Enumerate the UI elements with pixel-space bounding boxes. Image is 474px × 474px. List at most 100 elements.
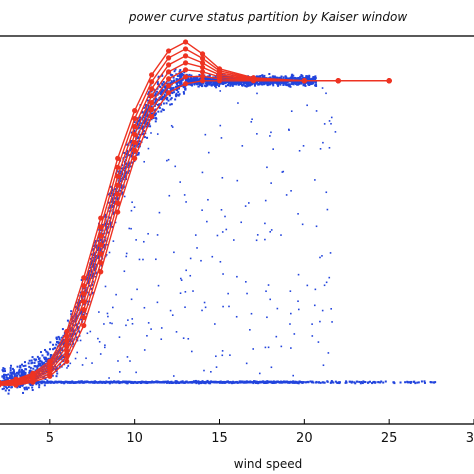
scatter-point <box>179 82 182 85</box>
boundary-curves-layer <box>0 39 392 388</box>
scatter-point <box>256 234 259 236</box>
scatter-point <box>142 116 145 119</box>
scatter-point <box>11 377 14 380</box>
scatter-point <box>44 360 47 363</box>
boundary-marker <box>166 69 172 75</box>
scatter-point <box>184 291 187 293</box>
scatter-point <box>106 226 109 229</box>
scatter-point <box>220 82 223 85</box>
scatter-point <box>244 205 247 207</box>
scatter-point <box>248 202 250 204</box>
boundary-marker <box>199 73 206 79</box>
scatter-point <box>176 75 179 78</box>
scatter-point <box>219 82 222 85</box>
scatter-point <box>367 381 370 384</box>
scatter-point <box>255 380 258 383</box>
scatter-point <box>34 379 37 382</box>
scatter-point <box>144 381 147 384</box>
scatter-point <box>218 381 221 384</box>
scatter-point <box>76 301 79 304</box>
scatter-point <box>141 127 144 130</box>
scatter-point <box>274 76 277 79</box>
scatter-point <box>60 342 63 345</box>
scatter-point <box>207 381 210 384</box>
scatter-point <box>46 360 49 363</box>
scatter-point <box>157 110 160 113</box>
scatter-point <box>215 86 218 89</box>
scatter-point <box>103 244 106 247</box>
scatter-point <box>173 80 176 83</box>
boundary-marker <box>98 251 104 257</box>
scatter-point <box>136 140 139 142</box>
scatter-point <box>22 365 25 368</box>
boundary-marker <box>115 164 121 170</box>
scatter-point <box>292 374 295 377</box>
scatter-point <box>1 388 4 391</box>
boundary-curve <box>0 55 390 384</box>
scatter-point <box>127 164 130 167</box>
scatter-point <box>269 298 272 301</box>
scatter-point <box>270 366 273 369</box>
scatter-point <box>190 74 193 77</box>
scatter-point <box>248 381 251 384</box>
scatter-point <box>98 311 100 313</box>
scatter-point <box>121 173 124 176</box>
scatter-point <box>35 365 38 368</box>
scatter-point <box>143 122 146 125</box>
scatter-point <box>169 309 172 312</box>
scatter-point <box>128 154 131 157</box>
scatter-point <box>2 377 5 380</box>
scatter-point <box>46 351 49 354</box>
scatter-point <box>278 76 281 79</box>
scatter-point <box>15 375 18 378</box>
scatter-point <box>267 284 270 286</box>
scatter-point <box>319 256 321 259</box>
scatter-point <box>379 381 382 384</box>
scatter-point <box>235 82 238 85</box>
scatter-point <box>356 380 359 383</box>
scatter-point <box>74 333 76 335</box>
scatter-point <box>99 248 102 251</box>
scatter-point <box>181 380 184 383</box>
scatter-point <box>20 368 23 371</box>
scatter-point <box>258 83 261 86</box>
scatter-point <box>264 81 267 84</box>
scatter-point <box>55 336 58 339</box>
scatter-point <box>41 370 44 373</box>
scatter-point <box>71 380 74 383</box>
scatter-point <box>224 82 227 85</box>
scatter-point <box>87 280 90 283</box>
scatter-point <box>146 108 149 111</box>
plot-frame <box>0 35 474 425</box>
scatter-point <box>147 104 150 107</box>
scatter-point <box>232 83 235 86</box>
scatter-point <box>146 109 149 112</box>
scatter-point <box>92 275 94 278</box>
scatter-point <box>267 82 270 85</box>
scatter-point <box>192 79 195 82</box>
boundary-marker <box>64 358 70 364</box>
scatter-point <box>237 82 240 85</box>
scatter-point <box>174 98 177 101</box>
scatter-point <box>256 133 258 135</box>
scatter-point <box>249 83 252 86</box>
scatter-point <box>319 148 322 150</box>
scatter-point <box>246 80 249 83</box>
scatter-point <box>292 80 295 83</box>
scatter-point <box>175 85 178 88</box>
scatter-point <box>291 73 294 76</box>
scatter-point <box>61 349 64 352</box>
scatter-point <box>239 381 242 384</box>
scatter-point <box>326 208 329 211</box>
scatter-point <box>222 83 225 86</box>
scatter-point <box>57 342 60 345</box>
boundary-marker <box>166 83 172 89</box>
scatter-point <box>60 380 63 383</box>
scatter-point <box>214 75 217 78</box>
scatter-point <box>237 102 239 104</box>
scatter-point <box>270 131 272 134</box>
scatter-point <box>195 83 198 86</box>
scatter-point <box>175 95 178 98</box>
scatter-point <box>103 215 106 218</box>
scatter-point <box>142 121 145 124</box>
